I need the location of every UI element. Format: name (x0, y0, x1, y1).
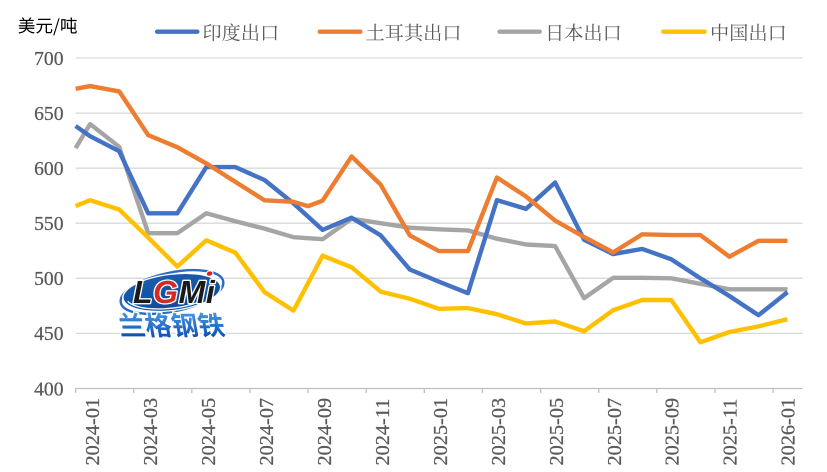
svg-text:650: 650 (34, 104, 64, 125)
svg-text:400: 400 (34, 379, 64, 400)
svg-text:2026-01: 2026-01 (778, 398, 800, 466)
svg-text:2025-09: 2025-09 (662, 398, 684, 466)
svg-text:2025-07: 2025-07 (604, 398, 626, 466)
svg-text:550: 550 (34, 214, 64, 235)
svg-text:2025-01: 2025-01 (430, 398, 452, 466)
svg-text:2024-01: 2024-01 (82, 398, 104, 466)
svg-text:2024-07: 2024-07 (256, 398, 278, 466)
svg-text:500: 500 (34, 269, 64, 290)
svg-text:2025-11: 2025-11 (720, 399, 742, 466)
svg-text:600: 600 (34, 159, 64, 180)
svg-text:2024-11: 2024-11 (372, 399, 394, 466)
svg-text:2024-05: 2024-05 (198, 398, 220, 466)
svg-text:2025-03: 2025-03 (488, 398, 510, 466)
svg-text:700: 700 (34, 49, 64, 70)
svg-text:2024-09: 2024-09 (314, 398, 336, 466)
svg-text:450: 450 (34, 324, 64, 345)
svg-text:2024-03: 2024-03 (140, 398, 162, 466)
svg-text:2025-05: 2025-05 (546, 398, 568, 466)
